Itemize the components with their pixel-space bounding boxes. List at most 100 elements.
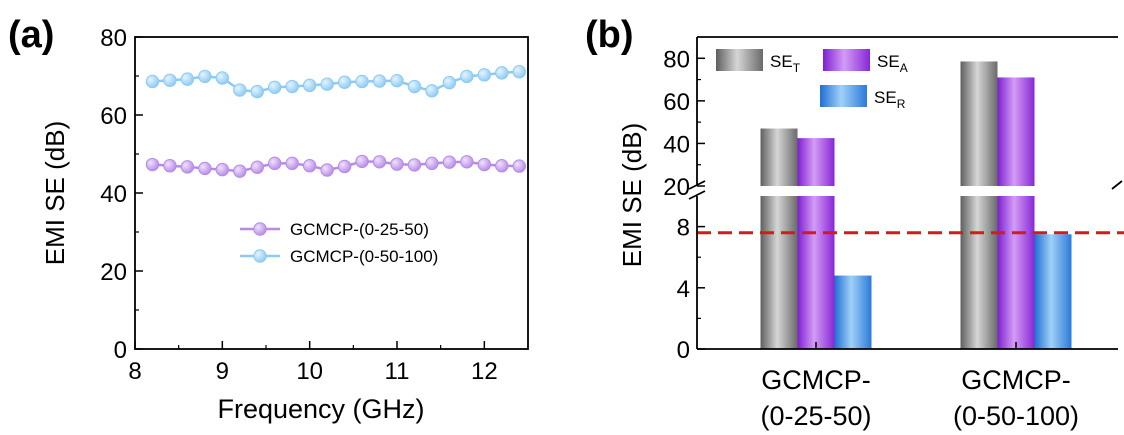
data-point: [268, 80, 282, 95]
bar-SEA-1-lower: [997, 196, 1035, 349]
break-mark: [1111, 180, 1123, 190]
data-point: [477, 157, 492, 172]
data-point: [250, 84, 264, 99]
bar-SEA-0-lower: [797, 196, 835, 349]
legend-label-1: SEA: [877, 52, 908, 75]
data-point: [495, 159, 509, 173]
break-mark: [688, 180, 706, 190]
legend-swatch-2: [820, 85, 867, 107]
x-tick-label-9: 9: [216, 358, 229, 385]
category-label-1-0: GCMCP-: [961, 365, 1071, 395]
data-point: [425, 84, 439, 98]
data-point: [407, 79, 422, 94]
y-tick-label-60: 60: [100, 103, 127, 130]
data-point: [163, 159, 177, 173]
data-point: [180, 160, 195, 174]
data-point: [337, 75, 352, 89]
panel-b-y-axis-label: EMI SE (dB): [617, 123, 647, 267]
legend-label-2: SER: [874, 88, 906, 111]
series-line-GCMCP-(0-25-50): [152, 160, 520, 173]
data-point: [163, 73, 177, 87]
legend-label-1: GCMCP-(0-50-100): [290, 247, 438, 266]
data-point: [180, 72, 195, 86]
category-label-1-1: (0-50-100): [953, 401, 1079, 431]
category-label-0-1: (0-25-50): [760, 401, 871, 431]
bar-SEA-1-upper: [997, 77, 1035, 186]
legend-label-0: GCMCP-(0-25-50): [290, 220, 429, 239]
data-point: [372, 74, 387, 88]
data-point: [198, 161, 212, 176]
data-point: [425, 156, 439, 171]
panel-a-plot-area: 8 9 10 11 12 0 20 40 60 80 GCMCP-(0-25-50) GCMCP-(0…: [100, 25, 529, 385]
x-tick-label-11: 11: [385, 358, 410, 385]
data-point: [302, 78, 317, 93]
data-point: [477, 68, 492, 82]
data-point: [320, 163, 334, 177]
x-tick-label-10: 10: [296, 358, 323, 385]
x-tick-label-8: 8: [128, 358, 141, 385]
y-tick-label-4: 4: [677, 276, 690, 303]
data-point: [145, 157, 160, 172]
legend-marker-1: [253, 249, 267, 263]
y-tick-label-80: 80: [663, 46, 690, 73]
y-tick-label-20: 20: [100, 259, 127, 286]
legend-marker-0: [253, 222, 267, 236]
bar-SET-0-upper: [760, 128, 798, 186]
data-point: [337, 159, 352, 174]
y-tick-label-80: 80: [100, 25, 127, 52]
data-point: [442, 75, 457, 90]
y-tick-label-8: 8: [677, 215, 690, 242]
data-point: [285, 79, 299, 94]
y-tick-label-60: 60: [663, 89, 690, 116]
legend-swatch-1: [823, 49, 870, 71]
panel-a-label: (a): [8, 14, 54, 56]
data-point: [390, 157, 404, 171]
data-point: [145, 74, 160, 89]
data-point: [355, 74, 369, 89]
y-tick-label-20: 20: [663, 174, 690, 201]
bar-SER-1: [1034, 234, 1072, 349]
data-point: [215, 71, 230, 85]
bar-SET-0-lower: [760, 196, 798, 349]
category-label-0-0: GCMCP-: [761, 365, 871, 395]
plot-frame: [134, 36, 529, 350]
data-point: [215, 162, 230, 177]
bar-SEA-0-upper: [797, 138, 835, 186]
data-point: [407, 158, 422, 172]
panel-a: (a) EMI SE (dB) Frequency (GHz) 8 9 10 11 12…: [8, 14, 529, 424]
axis-break-gap: [695, 186, 1120, 196]
series-line-GCMCP-(0-50-100): [152, 70, 520, 93]
data-point: [512, 65, 526, 79]
y-tick-label-0: 0: [677, 337, 690, 364]
data-point: [285, 156, 299, 171]
bar-SET-1-upper: [960, 61, 998, 186]
data-point: [268, 156, 282, 171]
bar-SER-0: [834, 275, 872, 349]
data-point: [320, 77, 334, 91]
data-point: [390, 73, 404, 88]
y-tick-label-40: 40: [663, 131, 690, 158]
y-tick-label-40: 40: [100, 181, 127, 208]
panel-a-x-axis-label: Frequency (GHz): [217, 394, 424, 424]
break-mark: [688, 190, 706, 200]
data-point: [512, 159, 526, 173]
data-point: [460, 155, 474, 169]
data-point: [355, 154, 369, 169]
panel-b: (b) EMI SE (dB) 20 40 60 80 0 4 8 GCMCP- (0-25-5…: [585, 14, 1124, 431]
bar-SET-1-lower: [960, 196, 998, 349]
panel-b-label: (b): [585, 14, 634, 56]
y-tick-label-0: 0: [114, 337, 127, 364]
panel-b-plot-area: 20 40 60 80 0 4 8 GCMCP- (0-25-50) GCMCP- (0-50-10…: [663, 36, 1124, 431]
legend-swatch-0: [716, 49, 763, 71]
x-tick-label-12: 12: [471, 358, 498, 385]
data-point: [302, 159, 317, 173]
data-point: [233, 83, 247, 97]
data-point: [460, 69, 474, 84]
data-point: [198, 69, 212, 84]
data-point: [442, 155, 457, 169]
data-point: [495, 66, 509, 80]
data-point: [250, 160, 264, 174]
data-point: [372, 155, 387, 169]
panel-a-y-axis-label: EMI SE (dB): [40, 121, 70, 265]
